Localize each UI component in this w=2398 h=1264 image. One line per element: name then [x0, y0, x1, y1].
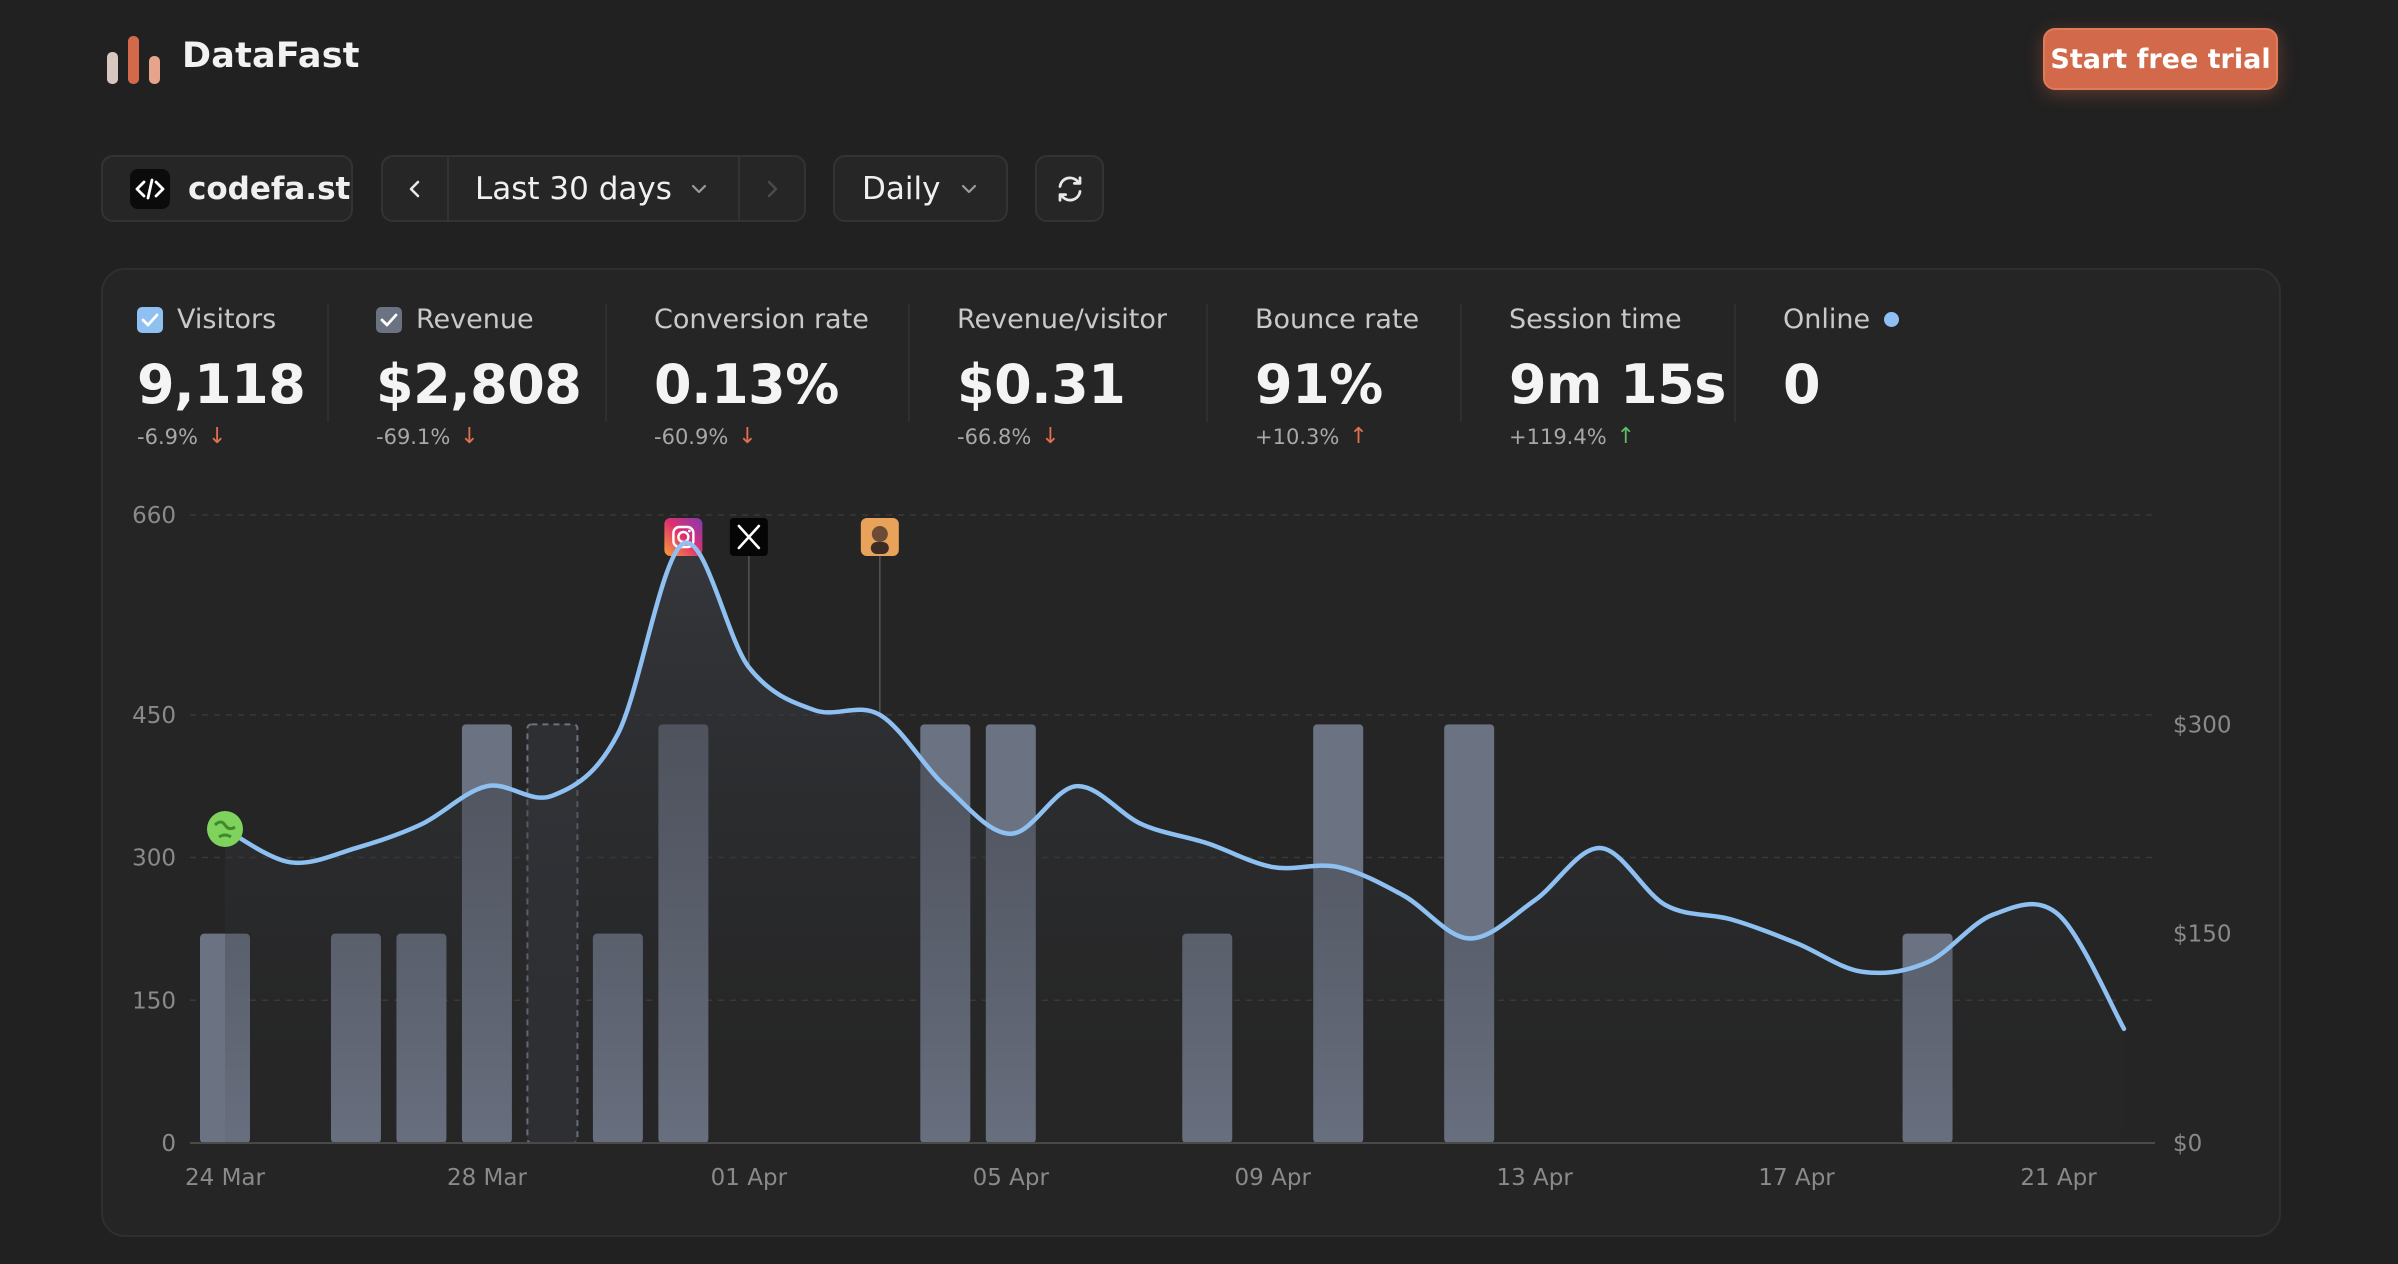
arrow-down-icon: ↓: [738, 424, 757, 449]
y-tick-label: 150: [132, 988, 176, 1014]
x-tick-label: 28 Mar: [447, 1165, 528, 1191]
metric-change: +119.4%: [1509, 424, 1607, 449]
interval-label: Daily: [862, 170, 941, 207]
metric-online[interactable]: Online 0: [1783, 304, 1900, 416]
previous-period-button[interactable]: [383, 157, 449, 220]
x-tick-label: 17 Apr: [1758, 1165, 1835, 1191]
metric-label: Revenue/visitor: [957, 304, 1167, 335]
date-range-control: Last 30 days: [381, 155, 806, 222]
metric-change: -69.1%: [376, 424, 451, 449]
metric-value: 9,118: [137, 353, 306, 416]
x-tick-label: 09 Apr: [1235, 1165, 1312, 1191]
metric-value: 0: [1783, 353, 1821, 416]
brand-name[interactable]: DataFast: [182, 36, 360, 76]
revenue-checkbox[interactable]: [376, 306, 402, 333]
metric-label: Bounce rate: [1255, 304, 1420, 335]
y2-tick-label: $0: [2173, 1131, 2202, 1157]
metric-revenue-per-visitor[interactable]: Revenue/visitor $0.31 -66.8% ↓: [957, 304, 1167, 449]
y-tick-label: 0: [161, 1131, 176, 1157]
y2-tick-label: $300: [2173, 712, 2232, 738]
divider: [605, 304, 607, 422]
metric-revenue[interactable]: Revenue $2,808 -69.1% ↓: [376, 304, 582, 449]
metric-label: Session time: [1509, 304, 1682, 335]
x-icon: [729, 518, 768, 556]
site-name: codefa.st: [188, 170, 351, 207]
metric-change: +10.3%: [1255, 424, 1340, 449]
x-tick-label: 13 Apr: [1496, 1165, 1573, 1191]
metric-value: 9m 15s: [1509, 353, 1726, 416]
metric-bounce-rate[interactable]: Bounce rate 91% +10.3% ↑: [1255, 304, 1419, 449]
globe-icon: [207, 811, 243, 847]
refresh-button[interactable]: [1035, 155, 1104, 222]
y-tick-label: 300: [132, 846, 176, 872]
date-range-label: Last 30 days: [475, 170, 672, 207]
metric-label: Revenue: [416, 304, 534, 335]
x-tick-label: 01 Apr: [711, 1165, 788, 1191]
divider: [1734, 304, 1736, 422]
check-icon: [380, 313, 398, 326]
divider: [908, 304, 910, 422]
x-tick-label: 24 Mar: [185, 1165, 266, 1191]
code-icon: [130, 168, 170, 209]
metric-change: -6.9%: [137, 424, 198, 449]
online-status-dot: [1884, 312, 1900, 327]
visitors-line: [222, 540, 2127, 1032]
check-icon: [141, 313, 159, 326]
metric-change: -66.8%: [957, 424, 1032, 449]
y-tick-label: 450: [132, 703, 176, 729]
divider: [1206, 304, 1208, 422]
chevron-right-icon: [767, 180, 778, 197]
visitors-area: [225, 542, 2124, 1143]
metric-value: $2,808: [376, 353, 582, 416]
start-free-trial-button[interactable]: Start free trial: [2043, 28, 2278, 90]
metric-visitors[interactable]: Visitors 9,118 -6.9% ↓: [137, 304, 306, 449]
arrow-up-icon: ↑: [1616, 424, 1636, 449]
interval-dropdown[interactable]: Daily: [833, 155, 1008, 222]
metric-label: Online: [1783, 304, 1871, 335]
arrow-down-icon: ↓: [1041, 424, 1060, 449]
divider: [327, 304, 329, 422]
arrow-down-icon: ↓: [460, 424, 479, 449]
top-bar: DataFast Start free trial: [0, 0, 2398, 120]
site-selector[interactable]: codefa.st: [101, 155, 353, 222]
date-range-dropdown[interactable]: Last 30 days: [449, 171, 738, 207]
chevron-left-icon: [409, 180, 420, 197]
y2-tick-label: $150: [2173, 922, 2232, 948]
metric-value: $0.31: [957, 353, 1126, 416]
metric-label: Visitors: [177, 304, 277, 335]
metric-session-time[interactable]: Session time 9m 15s +119.4% ↑: [1509, 304, 1726, 449]
metric-value: 0.13%: [654, 353, 839, 416]
arrow-down-icon: ↓: [207, 424, 227, 449]
visitors-checkbox[interactable]: [137, 306, 163, 333]
refresh-icon: [1058, 175, 1081, 202]
y-tick-label: 660: [132, 503, 176, 529]
metric-change: -60.9%: [654, 424, 729, 449]
chevron-down-icon: [691, 184, 707, 193]
divider: [1460, 304, 1462, 422]
metric-value: 91%: [1255, 353, 1383, 416]
metric-conversion-rate[interactable]: Conversion rate 0.13% -60.9% ↓: [654, 304, 869, 449]
arrow-up-icon: ↑: [1349, 424, 1368, 449]
datafast-logo-icon: [107, 36, 161, 84]
x-tick-label: 05 Apr: [973, 1165, 1050, 1191]
chevron-down-icon: [962, 184, 977, 193]
avatar-icon: [860, 518, 899, 556]
x-tick-label: 21 Apr: [2020, 1165, 2097, 1191]
next-period-button[interactable]: [738, 157, 804, 220]
metric-label: Conversion rate: [654, 304, 869, 335]
